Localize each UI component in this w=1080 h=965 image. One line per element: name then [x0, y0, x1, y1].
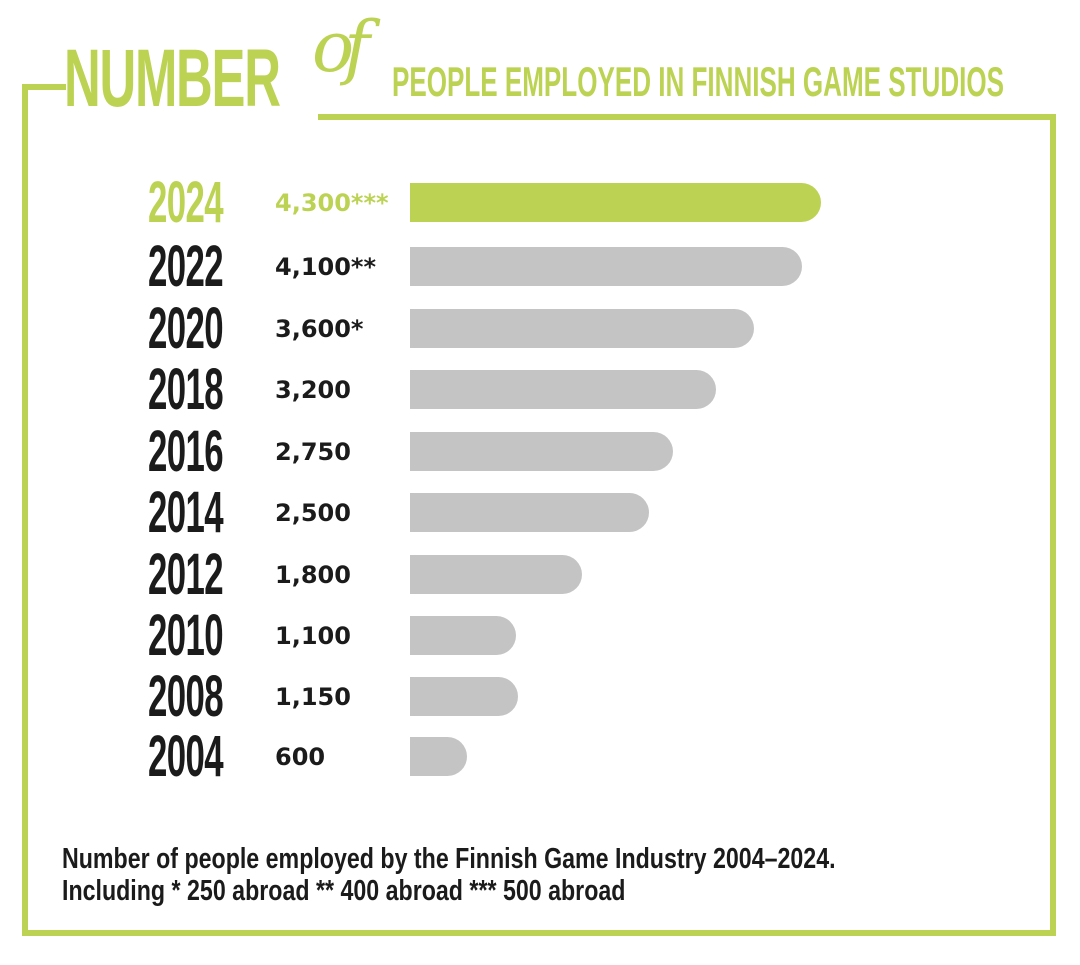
year-label: 2014	[148, 480, 224, 545]
year-label: 2008	[148, 664, 224, 729]
year-label: 2016	[148, 419, 224, 484]
footnote-line-2: Including * 250 abroad ** 400 abroad ***…	[62, 875, 626, 907]
bar	[410, 737, 467, 776]
bar-row-2018: 2018 3,200	[0, 360, 1080, 420]
bar-row-2004: 2004 600	[0, 727, 1080, 787]
value-label: 2,750	[275, 438, 351, 466]
bar	[410, 677, 518, 716]
value-label: 600	[275, 743, 326, 771]
year-label: 2024	[148, 170, 224, 235]
bar	[410, 247, 802, 286]
frame-top-right-border	[318, 114, 1056, 120]
bar-row-2012: 2012 1,800	[0, 545, 1080, 605]
bar-row-2024: 2024 4,300***	[0, 173, 1080, 233]
year-label: 2004	[148, 724, 224, 789]
value-label: 4,100**	[275, 253, 377, 281]
year-label: 2022	[148, 234, 224, 299]
title-number: NUMBER	[64, 33, 281, 124]
year-label: 2020	[148, 296, 224, 361]
bar	[410, 432, 673, 471]
title-subtitle: PEOPLE EMPLOYED IN FINNISH GAME STUDIOS	[392, 58, 1005, 105]
bar-row-2016: 2016 2,750	[0, 422, 1080, 482]
value-label: 2,500	[275, 499, 351, 527]
value-label: 3,200	[275, 376, 351, 404]
bar-row-2022: 2022 4,100**	[0, 237, 1080, 297]
bar	[410, 370, 716, 409]
frame-right-border	[1050, 114, 1056, 936]
value-label: 1,100	[275, 622, 351, 650]
year-label: 2010	[148, 603, 224, 668]
value-label: 3,600*	[275, 315, 364, 343]
bar	[410, 183, 821, 222]
value-label: 1,800	[275, 561, 351, 589]
bar	[410, 493, 649, 532]
value-label: 1,150	[275, 683, 351, 711]
frame-top-left-border	[22, 84, 66, 90]
title-of-script: of	[312, 6, 370, 88]
frame-left-border	[22, 84, 28, 936]
frame-bottom-border	[22, 930, 1056, 936]
bar-row-2014: 2014 2,500	[0, 483, 1080, 543]
bar	[410, 555, 582, 594]
bar	[410, 309, 754, 348]
year-label: 2012	[148, 542, 224, 607]
bar-row-2010: 2010 1,100	[0, 606, 1080, 666]
value-label: 4,300***	[275, 189, 389, 217]
bar-row-2020: 2020 3,600*	[0, 299, 1080, 359]
bar-row-2008: 2008 1,150	[0, 667, 1080, 727]
footnote-line-1: Number of people employed by the Finnish…	[62, 843, 836, 875]
year-label: 2018	[148, 357, 224, 422]
bar	[410, 616, 516, 655]
footnote: Number of people employed by the Finnish…	[62, 843, 836, 907]
